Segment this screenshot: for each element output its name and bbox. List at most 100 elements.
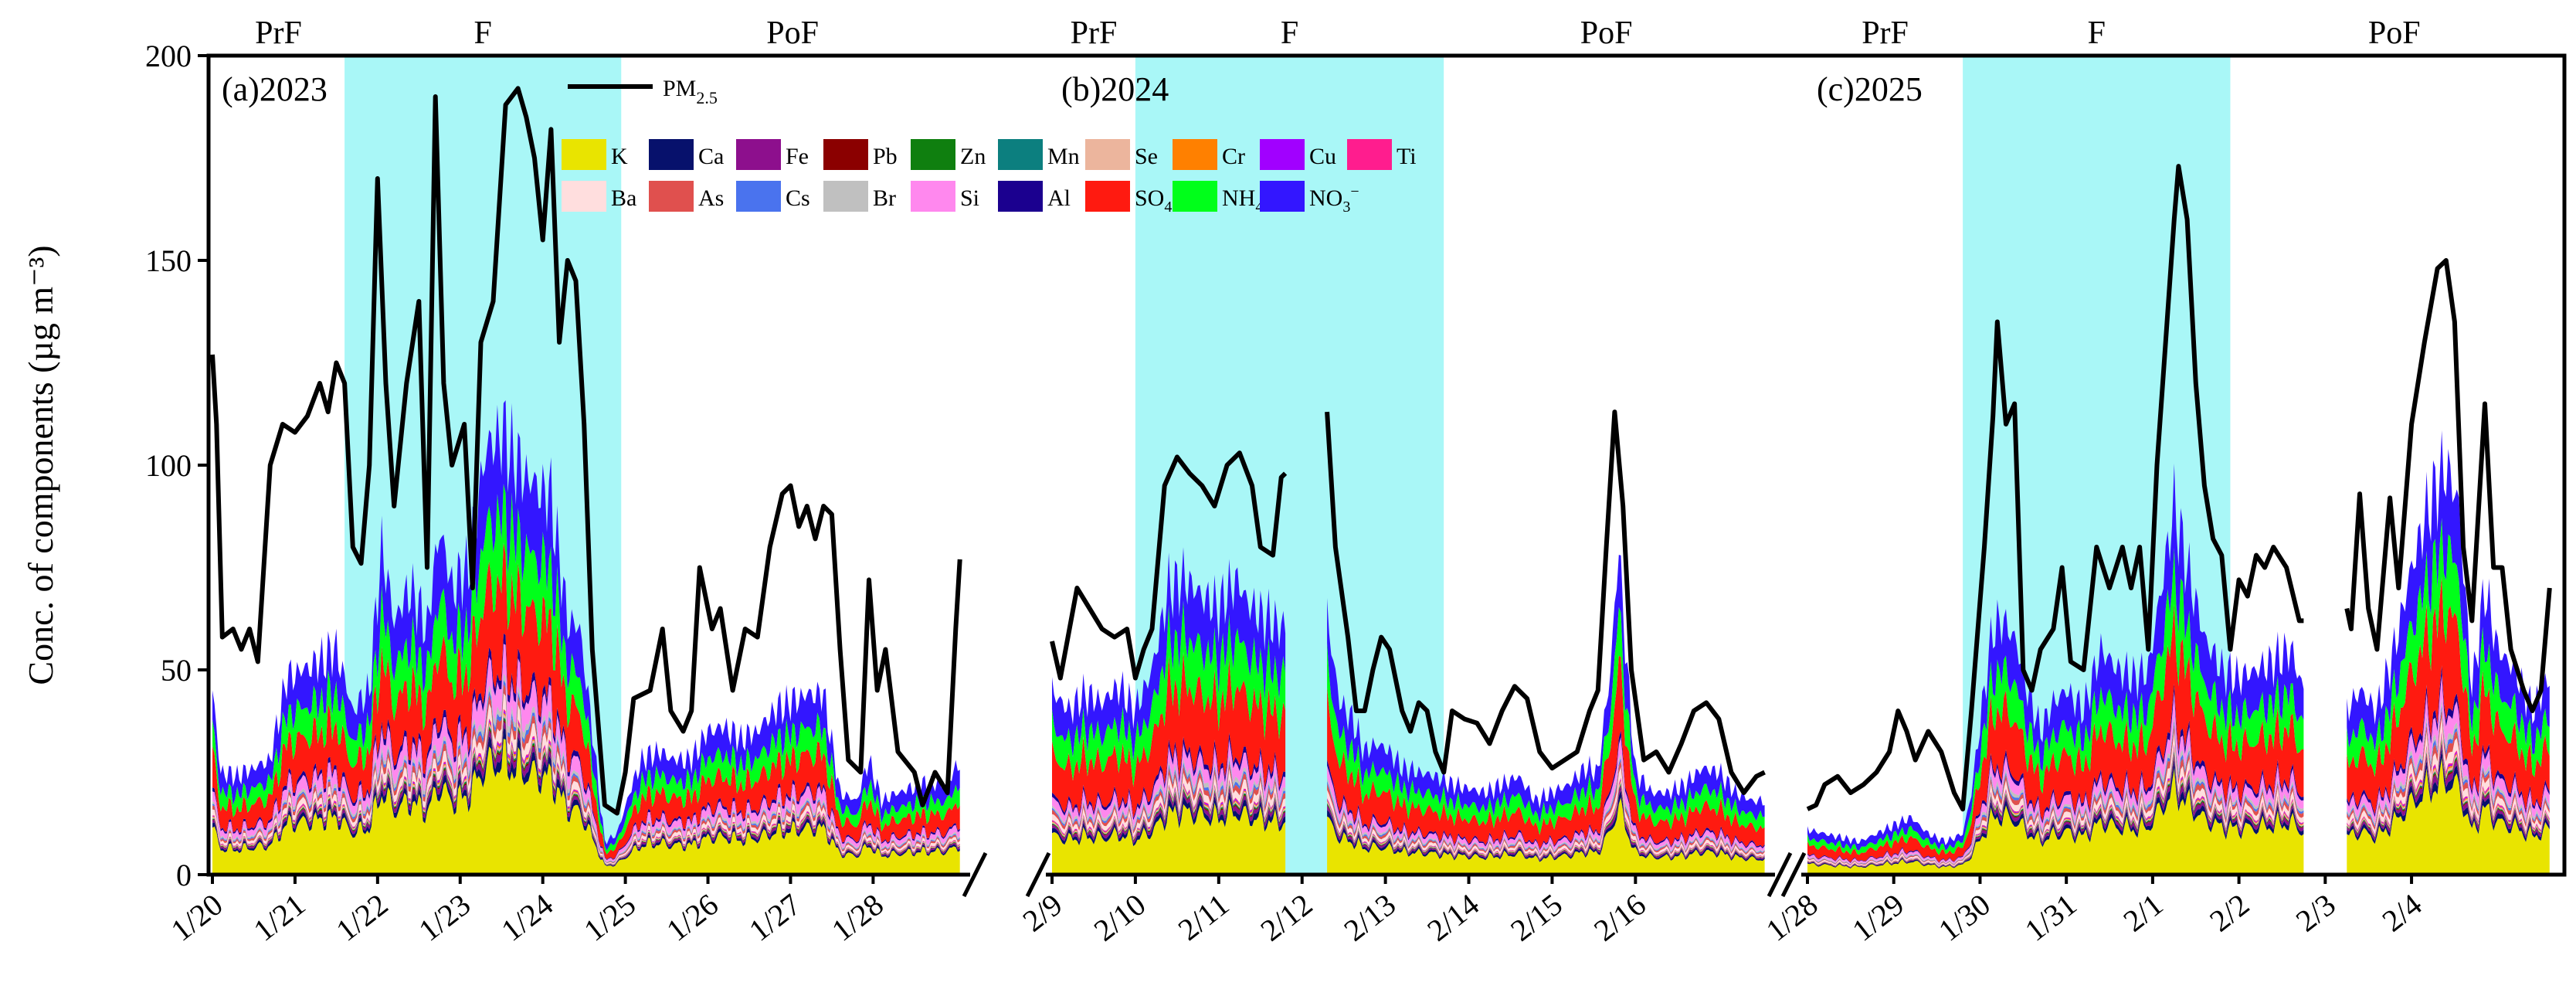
y-tick-label: 100 (145, 448, 192, 483)
area-si (212, 644, 960, 862)
pm25-line (2344, 258, 2552, 713)
x-tick-label: 2/15 (1504, 887, 1569, 948)
x-tick-label: 1/24 (494, 887, 559, 948)
area-so (1807, 604, 2304, 863)
pm25-line (1806, 164, 2304, 812)
legend-label-al: Al (1047, 185, 1071, 211)
y-tick-label: 150 (145, 243, 192, 278)
area-si (1052, 739, 1286, 828)
period-label-prf: PrF (1862, 15, 1909, 51)
area-ba (1052, 768, 1286, 838)
legend-swatch-zn (911, 139, 955, 170)
legend-swatch-k (562, 139, 606, 170)
y-tick-label: 0 (176, 858, 192, 892)
legend-swatch-nh (1173, 181, 1217, 212)
period-label-pof: PoF (2368, 15, 2421, 51)
legend-label-zn: Zn (960, 144, 986, 169)
legend-label-mn: Mn (1047, 144, 1080, 169)
x-tick-label: 2/10 (1088, 887, 1152, 948)
x-tick-label: 2/1 (2116, 887, 2169, 939)
area-nh (2347, 518, 2550, 777)
area-nh (1052, 600, 1286, 787)
area-ca (1052, 791, 1286, 847)
period-label-prf: PrF (255, 15, 302, 51)
x-tick-label: 1/31 (2018, 887, 2083, 948)
legend-swatch-no (1260, 181, 1305, 212)
x-tick-label: 2/14 (1420, 887, 1485, 948)
legend-label-pb: Pb (873, 144, 898, 169)
area-no (1807, 463, 2304, 851)
legend-label-ca: Ca (698, 144, 724, 169)
area-ca (212, 727, 960, 867)
legend-label-se: Se (1135, 144, 1158, 169)
x-tick-label: 2/13 (1337, 887, 1402, 948)
x-tick-label: 1/27 (742, 887, 807, 948)
legend-swatch-si (911, 181, 955, 212)
area-si (2347, 675, 2550, 824)
area-k (1052, 799, 1286, 875)
x-tick-label: 2/4 (2376, 887, 2428, 939)
panel-title: (a)2023 (222, 70, 328, 108)
legend-swatch-ba (562, 181, 606, 212)
x-tick-label: 2/11 (1172, 887, 1236, 947)
x-tick-label: 1/22 (330, 887, 395, 948)
panel-title: (c)2025 (1817, 70, 1923, 108)
axis-break-mark (1025, 851, 1051, 898)
x-tick-label: 1/25 (577, 887, 642, 948)
area-so (2347, 576, 2550, 814)
legend-label-ba: Ba (611, 185, 636, 211)
area-so (1052, 651, 1286, 818)
area-so (212, 542, 960, 860)
legend-swatch-fe (736, 139, 781, 170)
legend-swatch-pb (823, 139, 868, 170)
pm25-line (1050, 450, 1288, 681)
area-nh (212, 484, 960, 855)
area-k (1327, 797, 1765, 875)
axis-break-mark (1767, 851, 1793, 898)
legend-swatch-br (823, 181, 868, 212)
x-tick-label: 1/20 (165, 887, 229, 948)
area-no (1052, 547, 1286, 761)
area-as (212, 684, 960, 864)
axis-break-gap (970, 870, 1046, 879)
legend-swatch-cs (736, 181, 781, 212)
legend-label-cs: Cs (786, 185, 810, 211)
area-k (1807, 768, 2304, 875)
period-label-f: F (473, 15, 491, 51)
x-tick-label: 1/23 (412, 887, 477, 948)
legend-label-k: K (611, 144, 628, 169)
x-tick-label: 1/26 (660, 887, 725, 948)
legend-label-cr: Cr (1222, 144, 1245, 169)
area-k (212, 739, 960, 875)
legend-swatch-mn (998, 139, 1043, 170)
area-no (212, 400, 960, 851)
area-k (2347, 757, 2550, 875)
legend-label-no: NO3− (1309, 183, 1359, 216)
legend-pm25-label: PM2.5 (663, 76, 718, 107)
y-tick-label: 50 (161, 653, 192, 688)
legend-swatch-cr (1173, 139, 1217, 170)
area-fe (212, 721, 960, 866)
legend-swatch-ca (649, 139, 694, 170)
panel-title: (b)2024 (1061, 70, 1169, 108)
x-tick-label: 1/29 (1846, 887, 1911, 948)
legend-label-si: Si (960, 185, 979, 211)
legend-swatch-se (1085, 139, 1130, 170)
period-label-pof: PoF (1580, 15, 1633, 51)
x-tick-label: 1/21 (247, 887, 312, 948)
area-si (1807, 692, 2304, 865)
period-label-pof: PoF (766, 15, 819, 51)
period-label-prf: PrF (1071, 15, 1118, 51)
area-no (2347, 430, 2550, 754)
period-label-f: F (2088, 15, 2106, 51)
period-label-f: F (1281, 15, 1298, 51)
x-tick-label: 2/2 (2203, 887, 2255, 939)
x-tick-label: 2/12 (1254, 887, 1319, 948)
legend-swatch-as (649, 181, 694, 212)
legend-label-fe: Fe (786, 144, 809, 169)
area-ba (212, 693, 960, 865)
axis-break-mark (962, 851, 988, 898)
legend-swatch-so (1085, 181, 1130, 212)
pm25-line (1325, 410, 1766, 795)
